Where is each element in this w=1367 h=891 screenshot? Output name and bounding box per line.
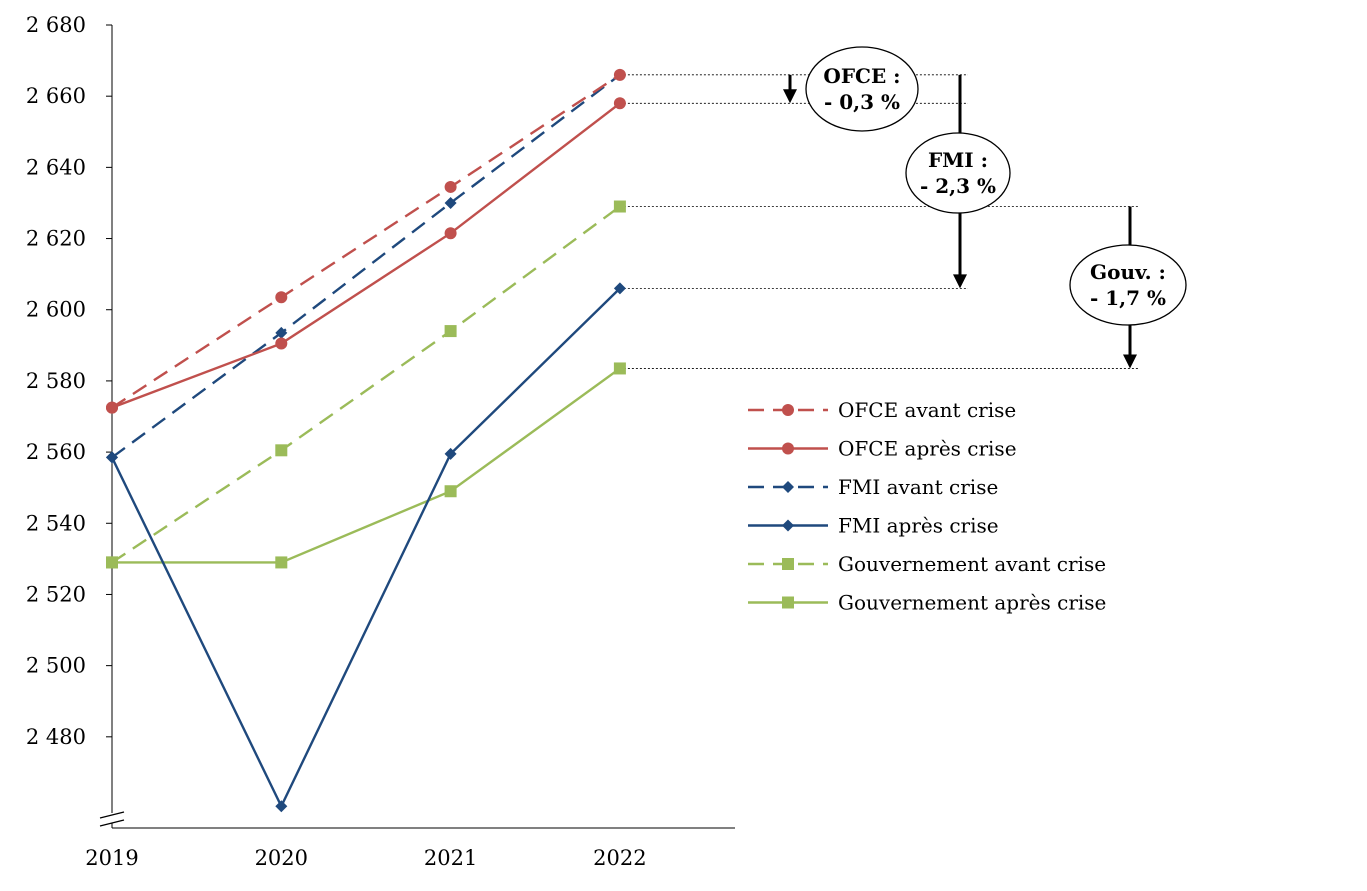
data-point [444,227,457,240]
axes [99,25,735,829]
legend-swatch-marker [782,481,794,493]
data-point [275,444,288,457]
legend-entry: OFCE après crise [748,437,1017,461]
series-line [111,205,621,564]
annotation-3: Gouv. :- 1,7 % [1069,206,1187,369]
y-tick-label: 2 600 [26,298,86,322]
legend-label: Gouvernement avant crise [838,552,1106,576]
annotation-2: FMI :- 2,3 % [905,74,1011,289]
legend-label: OFCE avant crise [838,398,1016,422]
legend-swatch-marker [782,404,794,416]
annotation-value: - 0,3 % [824,90,900,114]
annotation-ellipse [805,46,919,132]
data-point [106,401,118,414]
data-point [275,556,288,569]
y-tick-label: 2 480 [26,725,86,749]
y-tick-label: 2 520 [26,582,86,606]
annotation-title: OFCE : [823,64,900,88]
y-tick-label: 2 660 [26,84,86,108]
x-tick-label: 2022 [593,846,646,870]
annotations: OFCE :- 0,3 %FMI :- 2,3 %Gouv. :- 1,7 % [783,46,1187,369]
annotation-1: OFCE :- 0,3 % [783,46,919,132]
series-2 [106,97,626,414]
x-tick-label: 2021 [424,846,477,870]
data-point [275,291,288,304]
series-line [110,287,621,809]
data-point [106,451,118,464]
data-point [275,326,288,339]
legend-label: Gouvernement après crise [838,591,1106,615]
series-line [111,102,621,409]
data-point [106,556,118,569]
series-3 [106,68,626,464]
legend-entry: Gouvernement avant crise [748,552,1106,576]
data-point [275,337,288,350]
x-axis-ticks: 2019 2020 2021 2022 [85,846,646,870]
data-point [444,196,457,209]
legend-label: FMI après crise [838,514,999,538]
y-axis-ticks: 2 480 2 500 2 520 2 540 2 560 2 580 2 600 2 620… [26,13,112,749]
legend-entry: FMI après crise [748,514,999,538]
series-4 [106,282,626,813]
series-line [111,73,621,409]
data-point [444,180,457,193]
legend: OFCE avant crise OFCE après crise FMI avan… [748,398,1106,615]
legend-label: OFCE après crise [838,437,1017,461]
data-point [613,97,626,110]
legend-entry: Gouvernement après crise [748,591,1106,615]
legend-label: FMI avant crise [838,475,998,499]
legend-swatch-marker [782,519,794,532]
legend-swatch-marker [782,442,794,455]
series-5 [106,200,626,569]
data-point [444,325,457,338]
annotation-title: FMI : [928,148,988,172]
y-tick-label: 2 540 [26,511,86,535]
series-6 [106,362,626,569]
data-point [613,282,626,295]
data-point [444,485,457,498]
arrow-head [783,89,797,104]
series-line [112,367,621,564]
annotation-title: Gouv. : [1090,260,1166,284]
annotation-value: - 2,3 % [920,174,996,198]
y-tick-label: 2 580 [26,369,86,393]
data-point [613,68,626,81]
legend-entry: FMI avant crise [748,475,998,499]
data-point [613,200,626,213]
data-point [444,447,457,460]
arrow-head [953,274,967,289]
annotation-ellipse [1069,244,1187,326]
legend-swatch-marker [782,596,794,609]
arrow-head [1123,354,1137,369]
y-tick-label: 2 500 [26,654,86,678]
annotation-ellipse [905,132,1011,214]
data-point [275,800,288,813]
series-group [106,68,626,813]
y-tick-label: 2 560 [26,440,86,464]
axis-break-mark [99,811,125,827]
axis-break-line [99,819,125,827]
y-tick-label: 2 640 [26,155,86,179]
x-tick-label: 2020 [255,846,308,870]
annotation-value: - 1,7 % [1090,286,1166,310]
series-1 [106,68,626,414]
axis-break-gap [100,813,124,823]
axis-break-line [99,811,125,819]
series-line [111,73,621,459]
x-tick-label: 2019 [85,846,138,870]
data-point [613,362,626,375]
y-tick-label: 2 620 [26,227,86,251]
legend-swatch-marker [782,558,794,570]
legend-entry: OFCE avant crise [748,398,1016,422]
y-tick-label: 2 680 [26,13,86,37]
